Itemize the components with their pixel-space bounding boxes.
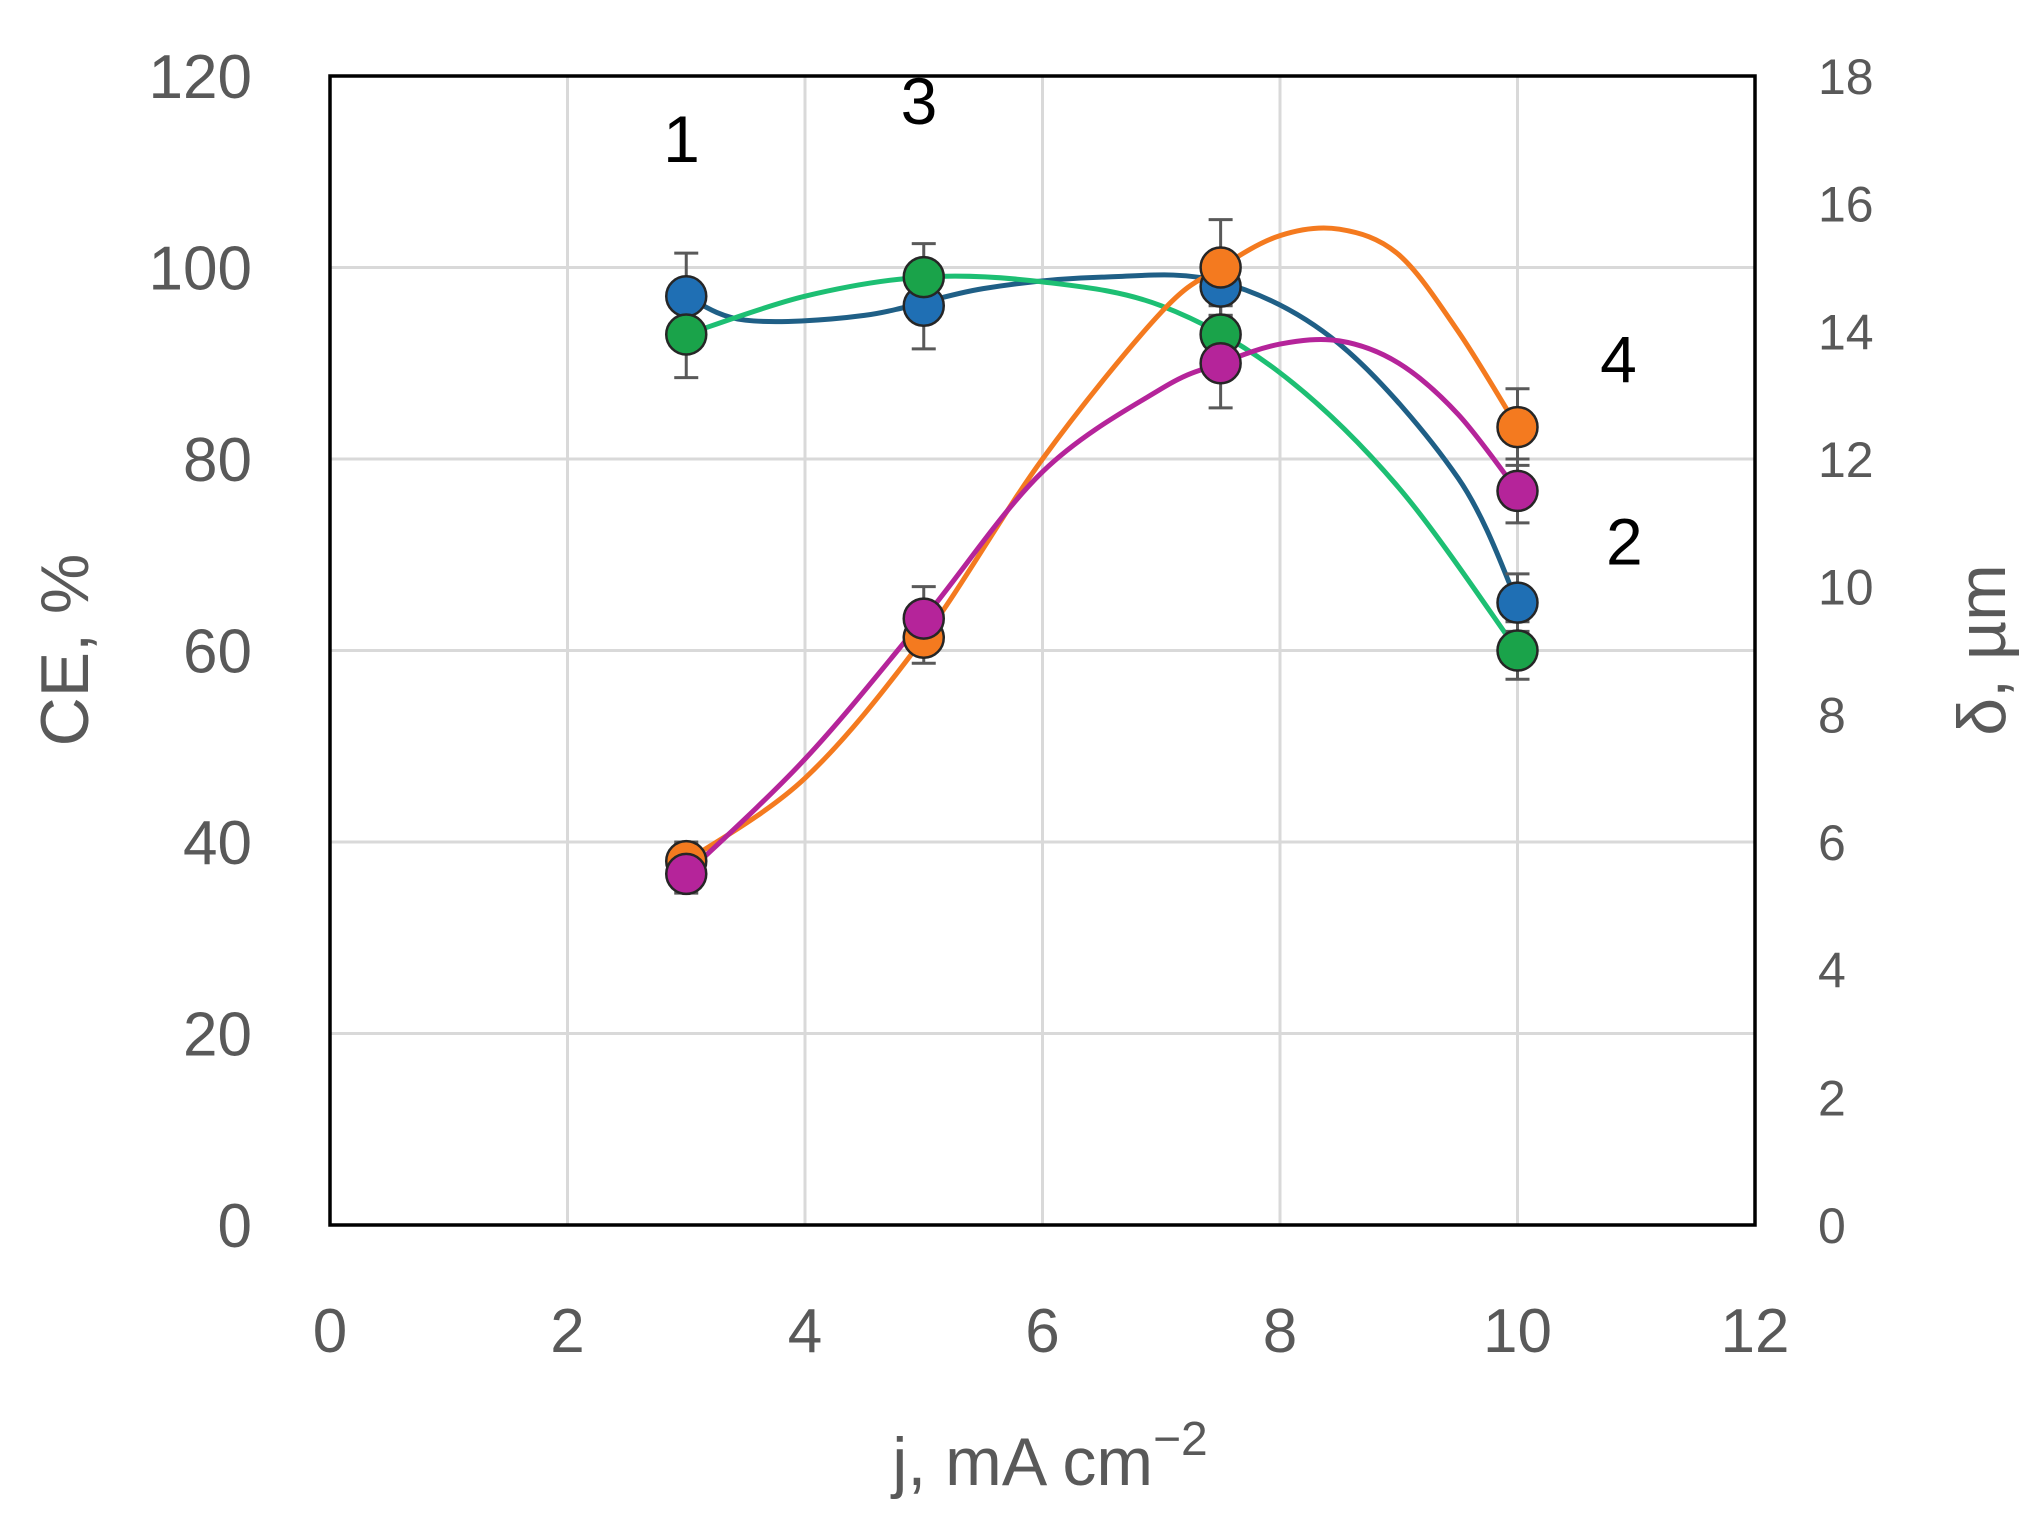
data-point-series-3 <box>1199 246 1242 289</box>
grid-lines <box>330 76 1755 1225</box>
data-point-series-4 <box>902 597 945 640</box>
left-y-tick-label: 120 <box>149 43 252 112</box>
x-tick-label: 0 <box>313 1297 347 1366</box>
right-y-tick-label: 4 <box>1818 943 1846 999</box>
data-point-series-4 <box>1496 469 1539 513</box>
series-curves <box>683 225 1520 877</box>
x-tick-label: 8 <box>1263 1297 1297 1366</box>
series-line-2 <box>683 273 1520 653</box>
right-y-tick-label: 18 <box>1818 49 1874 105</box>
left-y-tick-label: 60 <box>183 618 252 687</box>
left-y-tick-label: 20 <box>183 1001 252 1070</box>
x-tick-label: 12 <box>1721 1297 1790 1366</box>
x-tick-label: 6 <box>1025 1297 1059 1366</box>
data-point-series-4 <box>665 852 708 896</box>
data-point-series-1 <box>1496 581 1539 624</box>
left-y-tick-label: 80 <box>183 426 252 495</box>
right-y-tick-label: 14 <box>1818 304 1874 360</box>
right-y-tick-label: 16 <box>1818 177 1874 233</box>
left-y-tick-label: 0 <box>218 1192 252 1261</box>
left-y-axis-title: CE, % <box>27 554 103 747</box>
plot-area-frame <box>328 74 1757 1227</box>
series-annotation-label: 3 <box>901 64 938 138</box>
right-y-tick-label: 12 <box>1818 432 1874 488</box>
data-point-series-4 <box>1199 342 1242 385</box>
x-tick-label: 10 <box>1483 1297 1552 1366</box>
series-line-3 <box>683 225 1520 864</box>
series-line-1 <box>683 272 1520 606</box>
right-y-axis-title: δ, µm <box>1944 564 2020 735</box>
data-point-series-3 <box>1496 405 1539 449</box>
series-line-4 <box>683 337 1520 877</box>
series-annotations: 1 3 4 2 <box>663 64 1643 578</box>
right-y-tick-label: 8 <box>1818 687 1846 743</box>
data-point-series-2 <box>902 255 945 299</box>
x-tick-label: 4 <box>788 1297 822 1366</box>
data-point-series-2 <box>1496 629 1539 672</box>
data-point-series-1 <box>665 274 708 318</box>
x-tick-label: 2 <box>550 1297 584 1366</box>
series-annotation-label: 1 <box>663 102 700 176</box>
data-point-series-2 <box>665 313 708 356</box>
right-y-tick-label: 0 <box>1818 1198 1846 1254</box>
left-y-tick-label: 100 <box>149 235 252 304</box>
left-y-tick-label: 40 <box>183 809 252 878</box>
right-y-tick-label: 10 <box>1818 560 1874 616</box>
x-axis-title: j, mA cm−2 <box>890 1413 1207 1500</box>
data-markers <box>665 246 1539 896</box>
series-annotation-label: 2 <box>1606 504 1643 578</box>
right-y-tick-label: 6 <box>1818 815 1846 871</box>
right-y-tick-label: 2 <box>1818 1070 1846 1126</box>
series-annotation-label: 4 <box>1600 322 1637 396</box>
